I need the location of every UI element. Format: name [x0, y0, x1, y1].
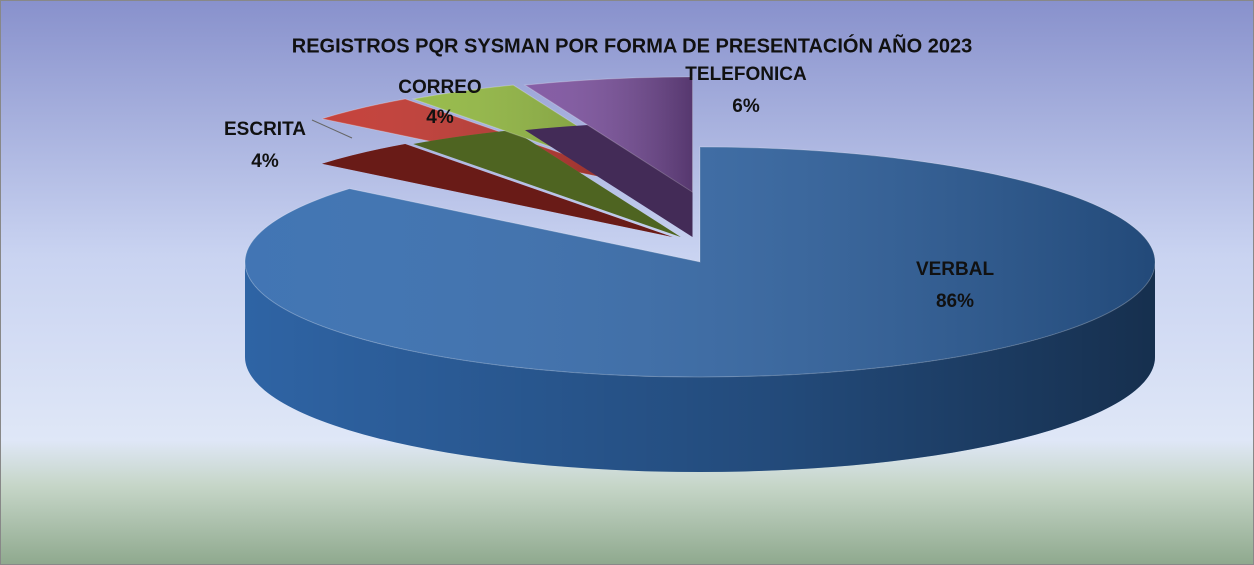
pie-slice-side [322, 143, 673, 237]
slice-label: CORREO [398, 77, 481, 98]
pie-slice-side-shade [245, 262, 1155, 472]
pie-slice-shade [245, 147, 1156, 377]
slice-value-label: 86% [936, 291, 974, 312]
chart-title: REGISTROS PQR SYSMAN POR FORMA DE PRESEN… [292, 33, 972, 57]
slice-label: ESCRITA [224, 119, 306, 140]
slice-label: VERBAL [916, 259, 995, 280]
pie-slice-side-shade [322, 143, 673, 237]
slice-value-label: 4% [426, 107, 454, 128]
slice-label: TELEFONICA [685, 64, 807, 85]
pie-slice-side-shade [413, 130, 681, 237]
slice-value-label: 6% [732, 96, 760, 117]
pie-slice-shade [525, 77, 693, 192]
slice-value-label: 4% [251, 151, 279, 172]
pie-slice-side [413, 130, 681, 237]
leader-line [311, 119, 353, 139]
